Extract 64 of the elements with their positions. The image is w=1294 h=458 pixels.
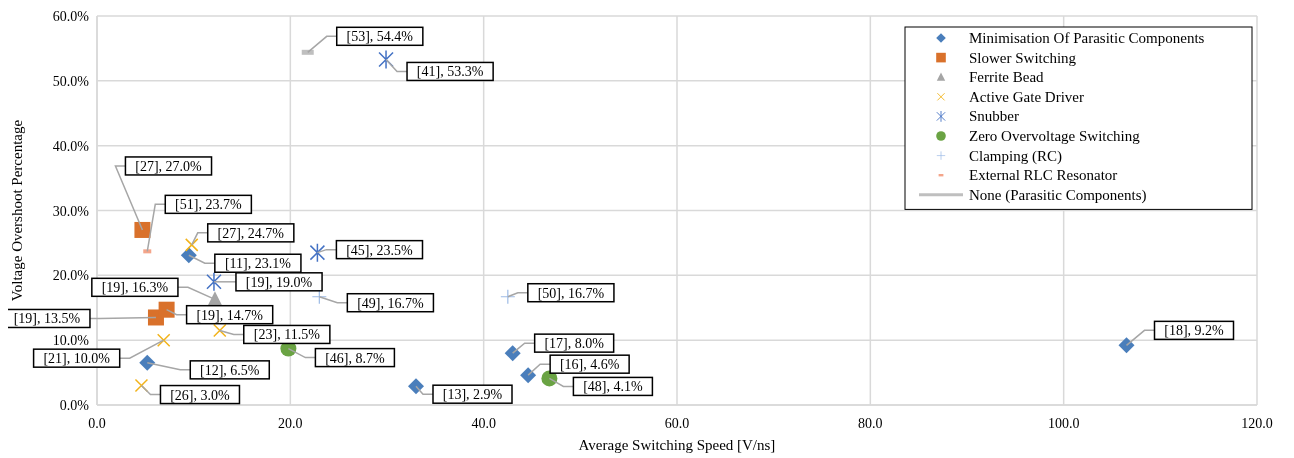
point	[408, 378, 424, 395]
y-tick-label: 10.0%	[52, 333, 90, 349]
data-label: [53], 54.4%	[346, 29, 414, 45]
point	[378, 49, 394, 70]
point	[213, 323, 227, 338]
data-label: [23], 11.5%	[253, 327, 321, 343]
data-label: [19], 16.3%	[101, 280, 169, 296]
x-axis-title: Average Switching Speed [V/ns]	[578, 437, 776, 453]
x-tick-label: 40.0	[471, 416, 496, 431]
legend-label: Snubber	[969, 108, 1019, 125]
legend-label: Slower Switching	[969, 49, 1077, 66]
y-tick-label: 40.0%	[52, 138, 90, 154]
data-label: [51], 23.7%	[175, 197, 242, 213]
data-label: [49], 16.7%	[357, 295, 424, 311]
point	[206, 272, 222, 292]
y-tick-label: 50.0%	[52, 73, 90, 89]
data-label: [48], 4.1%	[583, 379, 643, 395]
legend-label: Active Gate Driver	[969, 88, 1084, 105]
data-label: [27], 27.0%	[135, 158, 203, 174]
data-label: [27], 24.7%	[217, 225, 285, 241]
y-tick-label: 60.0%	[52, 9, 90, 24]
data-label: [19], 13.5%	[13, 311, 81, 327]
point	[139, 354, 156, 371]
point	[504, 345, 521, 362]
data-label: [17], 8.0%	[544, 336, 605, 352]
x-tick-label: 80.0	[858, 416, 883, 431]
point	[134, 221, 151, 238]
x-tick-label: 0.0	[88, 416, 106, 431]
data-label: [45], 23.5%	[346, 242, 414, 258]
data-label: [19], 14.7%	[196, 307, 264, 323]
y-tick-label: 0.0%	[59, 398, 90, 413]
point	[207, 291, 222, 306]
legend-label: Zero Overvoltage Switching	[969, 128, 1141, 144]
data-label: [19], 19.0%	[245, 274, 313, 290]
point	[156, 333, 171, 347]
y-tick-label: 30.0%	[52, 203, 90, 219]
point	[184, 238, 199, 252]
point	[309, 242, 326, 263]
point	[500, 289, 516, 305]
data-label: [11], 23.1%	[224, 256, 292, 272]
legend-label: External RLC Resonator	[969, 167, 1118, 184]
point	[520, 367, 537, 384]
data-label: [12], 6.5%	[200, 362, 260, 378]
data-label: [16], 4.6%	[559, 357, 620, 373]
x-tick-label: 100.0	[1047, 416, 1080, 431]
y-tick-label: 20.0%	[52, 268, 90, 284]
x-tick-label: 120.0	[1241, 416, 1273, 431]
data-label: [18], 9.2%	[1164, 323, 1225, 339]
legend-label: Minimisation Of Parasitic Components	[969, 30, 1205, 46]
data-label: [50], 16.7%	[537, 285, 605, 301]
point	[1118, 337, 1135, 354]
legend-label: Ferrite Bead	[969, 69, 1045, 86]
data-label: [41], 53.3%	[416, 64, 484, 80]
legend-label: None (Parasitic Components)	[969, 186, 1147, 204]
point	[311, 289, 327, 305]
x-tick-label: 60.0	[664, 416, 690, 431]
legend-label: Clamping (RC)	[969, 147, 1062, 165]
data-label: [46], 8.7%	[325, 350, 385, 366]
data-label: [26], 3.0%	[170, 387, 231, 403]
y-axis-title: Voltage Overshoot Percentage	[9, 119, 25, 302]
data-label: [13], 2.9%	[442, 387, 503, 403]
x-tick-label: 20.0	[278, 416, 303, 431]
data-label: [21], 10.0%	[43, 351, 111, 367]
point	[158, 301, 175, 318]
